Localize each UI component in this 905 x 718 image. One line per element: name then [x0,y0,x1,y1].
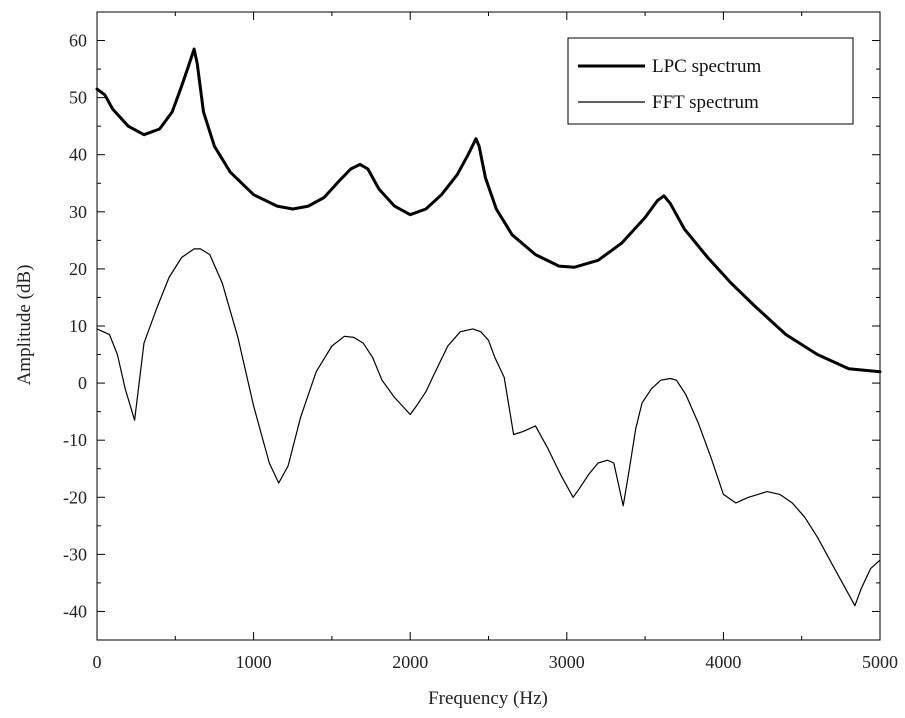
x-tick-label: 3000 [549,652,585,672]
x-tick-label: 2000 [392,652,428,672]
y-tick-label: -20 [63,487,87,507]
y-axis-label: Amplitude (dB) [14,265,35,386]
series-line-fft [96,248,881,607]
y-tick-label: 10 [69,316,87,336]
y-tick-label: -30 [63,544,87,564]
y-tick-label: -40 [63,601,87,621]
series-line-lpc [95,47,882,374]
x-tick-label: 4000 [705,652,741,672]
y-tick-label: 40 [69,145,87,165]
legend-label-lpc: LPC spectrum [652,56,761,77]
y-tick-label: -10 [63,430,87,450]
y-tick-label: 20 [69,259,87,279]
y-tick-label: 50 [69,88,87,108]
legend-frame [567,37,854,125]
y-tick-label: 0 [78,373,87,393]
y-tick-label: 60 [69,31,87,51]
x-tick-label: 1000 [236,652,272,672]
x-tick-label: 5000 [862,652,898,672]
x-tick-label: 0 [93,652,102,672]
y-tick-label: 30 [69,202,87,222]
x-axis-label: Frequency (Hz) [428,688,548,709]
legend-label-fft: FFT spectrum [652,92,759,113]
legend: LPC spectrum FFT spectrum [567,37,854,125]
